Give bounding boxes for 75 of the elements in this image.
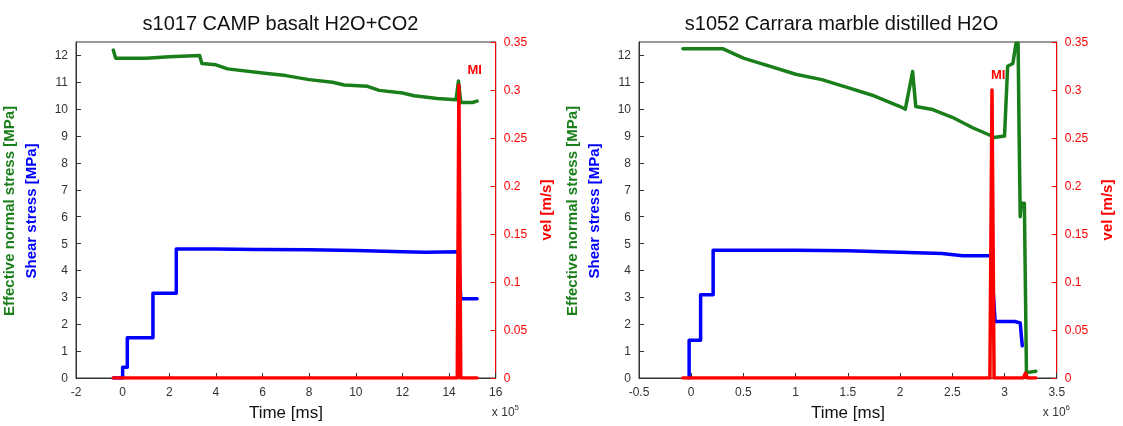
x-tick-label: 2: [896, 385, 904, 399]
y2-tick-label: 0.1: [1064, 275, 1082, 289]
y2-tick-label: 0.2: [1064, 179, 1082, 193]
y-tick-label: 11: [618, 75, 632, 90]
line-series: [681, 41, 1038, 375]
y-tick-label: 0: [61, 371, 69, 385]
x-tick-label: 2.5: [943, 385, 961, 399]
y-tick-label: 6: [61, 209, 69, 224]
y-tick-label: 5: [624, 236, 632, 251]
x-axis-title: Time [ms]: [248, 403, 323, 422]
y2-tick-label: 0: [1064, 371, 1072, 385]
x-tick-label: 0: [687, 385, 695, 399]
text: Shear stress [MPa]: [21, 143, 39, 279]
x-tick-label: 3.5: [1048, 385, 1066, 399]
y2-tick-label: 0.05: [503, 323, 528, 337]
y-tick-label: 11: [55, 75, 69, 90]
x-tick-label: 0: [119, 385, 127, 399]
x-tick-label: 8: [305, 385, 313, 399]
y2-tick-label: 0.35: [1064, 35, 1089, 49]
y2-tick-label: 0.3: [1064, 83, 1082, 97]
x-tick-label: 14: [442, 385, 457, 399]
text: Effective normal stress [MPa]: [0, 105, 17, 317]
y2-tick-label: 0.1: [503, 275, 521, 289]
y-tick-label: 3: [61, 290, 69, 305]
y2-axis-title: vel [m/s]: [1098, 179, 1115, 241]
y2-tick-label: 0.15: [1064, 227, 1089, 241]
y2-tick-label: 0.3: [503, 83, 521, 97]
y-tick-label: 8: [624, 155, 632, 170]
y-tick-label: 7: [61, 182, 69, 197]
x-tick-label: 12: [395, 385, 410, 399]
y-tick-label: 0: [624, 371, 632, 385]
annotation: MI: [467, 61, 482, 77]
y-tick-label: 6: [624, 209, 632, 224]
y-tick-label: 1: [61, 344, 69, 359]
text: Effective normal stress [MPa]: [562, 105, 580, 317]
y-tick-label: 10: [617, 102, 632, 117]
y-tick-label: 9: [624, 129, 632, 144]
x-tick-label: -2: [70, 385, 82, 399]
y-tick-label: 12: [54, 48, 69, 63]
y-tick-label: 2: [61, 317, 69, 332]
y2-tick-label: 0.35: [503, 35, 528, 49]
y-tick-label: 3: [624, 290, 632, 305]
y-tick-label: 8: [61, 155, 69, 170]
x-axis-title: Time [ms]: [810, 403, 885, 422]
y-tick-label: 9: [61, 129, 69, 144]
y-tick-label: 4: [624, 263, 632, 278]
x-tick-label: 16: [489, 385, 503, 399]
x-tick-label: 3: [1001, 385, 1009, 399]
x-tick-label: 4: [212, 385, 220, 399]
y2-tick-label: 0.05: [1064, 323, 1089, 337]
y-tick-label: 4: [61, 263, 69, 278]
y-tick-label: 1: [624, 344, 632, 359]
y-tick-label: 12: [617, 48, 632, 63]
text: Shear stress [MPa]: [584, 143, 602, 279]
y2-tick-label: 0.15: [503, 227, 528, 241]
y2-tick-label: 0.25: [1064, 131, 1089, 145]
y2-axis-title: vel [m/s]: [537, 179, 554, 241]
y2-tick-label: 0.2: [503, 179, 521, 193]
chart-title: s1017 CAMP basalt H2O+CO2: [142, 12, 419, 34]
line-series: [111, 48, 479, 105]
x-tick-label: 1: [792, 385, 800, 399]
y-tick-label: 10: [54, 102, 69, 117]
annotation: MI: [990, 66, 1006, 82]
y2-tick-label: 0: [503, 371, 511, 385]
y-tick-label: 5: [61, 236, 69, 251]
y2-tick-label: 0.25: [503, 131, 528, 145]
x-tick-label: 6: [259, 385, 267, 399]
x-tick-label: 1.5: [839, 385, 857, 399]
y-tick-label: 2: [624, 317, 632, 332]
chart-title: s1052 Carrara marble distilled H2O: [684, 12, 999, 34]
x-tick-label: 0.5: [735, 385, 753, 399]
x-tick-label: -0.5: [628, 385, 650, 399]
x-tick-label: 10: [349, 385, 363, 399]
y-tick-label: 7: [624, 182, 632, 197]
x-tick-label: 2: [165, 385, 173, 399]
